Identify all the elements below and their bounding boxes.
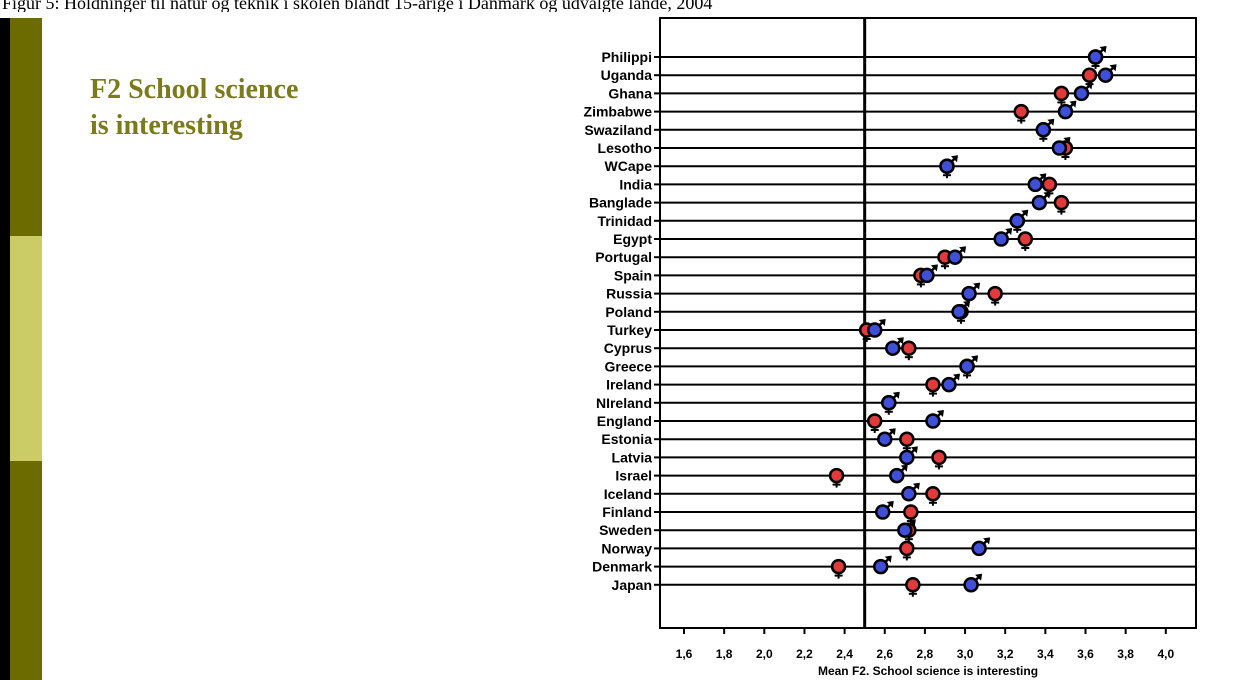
female-marker	[989, 287, 1002, 300]
y-tick-label: Portugal	[595, 249, 652, 265]
y-tick-label: Finland	[602, 504, 652, 520]
male-marker	[878, 433, 891, 446]
y-tick-label: Poland	[605, 304, 652, 320]
female-marker	[1015, 105, 1028, 118]
y-tick-label: Latvia	[612, 449, 653, 465]
male-marker	[900, 451, 913, 464]
x-tick-label: 2,2	[796, 647, 813, 661]
y-tick-label: England	[597, 413, 652, 429]
male-marker	[898, 524, 911, 537]
male-marker	[1037, 123, 1050, 136]
male-marker	[963, 287, 976, 300]
x-tick-label: 4,0	[1157, 647, 1174, 661]
male-marker	[1033, 196, 1046, 209]
male-marker	[874, 560, 887, 573]
female-marker	[902, 342, 915, 355]
male-marker	[1029, 178, 1042, 191]
female-marker	[906, 578, 919, 591]
y-tick-label: Egypt	[613, 231, 652, 247]
x-tick-label: 2,4	[836, 647, 853, 661]
y-tick-label: Turkey	[607, 322, 652, 338]
plot-frame	[660, 18, 1196, 628]
male-marker	[995, 233, 1008, 246]
y-tick-label: Greece	[605, 358, 653, 374]
y-tick-label: Ghana	[608, 85, 652, 101]
x-tick-label: 2,0	[756, 647, 773, 661]
male-marker	[965, 578, 978, 591]
female-marker	[832, 560, 845, 573]
y-tick-label: Sweden	[599, 522, 652, 538]
y-tick-label: Uganda	[601, 67, 653, 83]
female-marker	[1055, 196, 1068, 209]
male-marker	[1099, 69, 1112, 82]
x-tick-label: 3,2	[997, 647, 1014, 661]
female-marker	[1055, 87, 1068, 100]
y-tick-label: Russia	[606, 286, 652, 302]
x-axis-label: Mean F2. School science is interesting	[818, 664, 1038, 678]
x-tick-label: 3,8	[1117, 647, 1134, 661]
male-marker	[1059, 105, 1072, 118]
y-tick-label: Estonia	[601, 431, 652, 447]
y-tick-label: Iceland	[604, 486, 652, 502]
x-tick-label: 3,6	[1077, 647, 1094, 661]
male-marker	[868, 324, 881, 337]
male-marker	[882, 396, 895, 409]
y-tick-label: Zimbabwe	[584, 104, 653, 120]
male-marker	[920, 269, 933, 282]
female-marker	[932, 451, 945, 464]
y-tick-label: Philippi	[601, 49, 652, 65]
y-tick-label: Ireland	[606, 377, 652, 393]
y-tick-label: Lesotho	[598, 140, 652, 156]
y-tick-label: Swaziland	[584, 122, 652, 138]
female-marker	[926, 378, 939, 391]
male-marker	[886, 342, 899, 355]
x-tick-label: 3,4	[1037, 647, 1054, 661]
x-tick-label: 3,0	[957, 647, 974, 661]
male-marker	[973, 542, 986, 555]
male-marker	[961, 360, 974, 373]
female-marker	[868, 415, 881, 428]
male-marker	[949, 251, 962, 264]
female-marker	[904, 506, 917, 519]
male-marker	[1075, 87, 1088, 100]
female-marker	[900, 433, 913, 446]
female-marker	[1083, 69, 1096, 82]
female-marker	[900, 542, 913, 555]
male-marker	[890, 469, 903, 482]
male-marker	[953, 305, 966, 318]
female-marker	[1019, 233, 1032, 246]
y-tick-label: Israel	[615, 468, 652, 484]
male-marker	[1089, 51, 1102, 64]
y-tick-label: Japan	[612, 577, 652, 593]
male-marker	[926, 415, 939, 428]
y-tick-label: Norway	[601, 540, 652, 556]
female-marker	[830, 469, 843, 482]
y-tick-label: Banglade	[589, 195, 652, 211]
y-tick-label: NIreland	[596, 395, 652, 411]
y-tick-label: Denmark	[592, 559, 652, 575]
male-marker	[1011, 214, 1024, 227]
male-marker	[940, 160, 953, 173]
y-tick-label: India	[619, 176, 652, 192]
x-tick-label: 1,6	[676, 647, 693, 661]
male-marker	[942, 378, 955, 391]
x-tick-label: 2,6	[876, 647, 893, 661]
y-tick-label: Spain	[614, 267, 652, 283]
x-tick-label: 2,8	[917, 647, 934, 661]
male-marker	[1053, 142, 1066, 155]
x-tick-label: 1,8	[716, 647, 733, 661]
y-tick-label: WCape	[605, 158, 653, 174]
female-marker	[926, 487, 939, 500]
y-tick-label: Trinidad	[598, 213, 652, 229]
male-marker	[902, 487, 915, 500]
male-marker	[876, 506, 889, 519]
y-tick-label: Cyprus	[604, 340, 652, 356]
